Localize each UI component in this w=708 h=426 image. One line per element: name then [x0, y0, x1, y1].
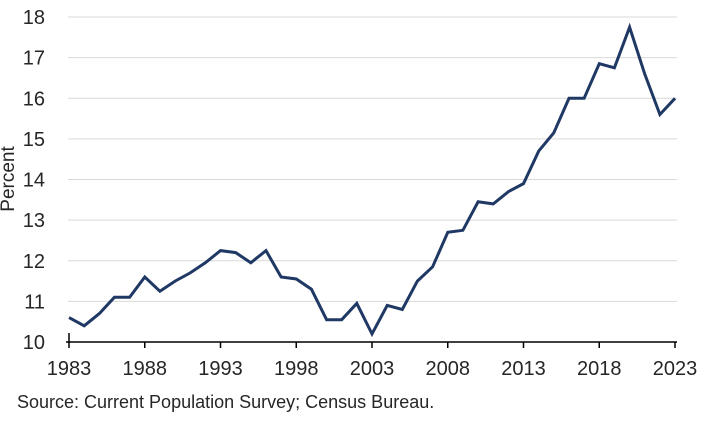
y-tick-label: 14 — [23, 170, 45, 192]
data-series — [68, 22, 677, 338]
y-tick-label: 13 — [23, 210, 45, 232]
x-tick-label: 2018 — [577, 358, 622, 380]
x-tick-labels: 1983 1988 1993 1998 2003 2008 2013 2018 2023 — [47, 358, 698, 380]
x-tick-label: 2008 — [426, 358, 471, 380]
source-note: Source: Current Population Survey; Censu… — [17, 392, 434, 412]
x-tick-label: 2003 — [350, 358, 395, 380]
y-tick-label: 17 — [23, 48, 45, 70]
x-tick-label: 1998 — [274, 358, 319, 380]
y-axis-title: Percent — [0, 146, 19, 212]
x-tick-label: 1983 — [47, 358, 92, 380]
y-tick-label: 12 — [23, 251, 45, 273]
x-tick-label: 1988 — [123, 358, 168, 380]
y-tick-label: 15 — [23, 129, 45, 151]
x-tick-label: 2013 — [501, 358, 546, 380]
y-tick-label: 11 — [24, 291, 45, 313]
x-axis — [66, 333, 677, 348]
x-tick-label: 1993 — [198, 358, 243, 380]
y-tick-label: 10 — [23, 332, 45, 354]
y-tick-label: 16 — [23, 88, 45, 110]
series-line-percent — [68, 22, 677, 338]
y-tick-label: 18 — [23, 7, 45, 29]
x-tick-label: 2023 — [653, 358, 698, 380]
y-tick-labels: 10 11 12 13 14 15 16 17 18 — [23, 7, 45, 354]
gridlines — [68, 16, 677, 302]
